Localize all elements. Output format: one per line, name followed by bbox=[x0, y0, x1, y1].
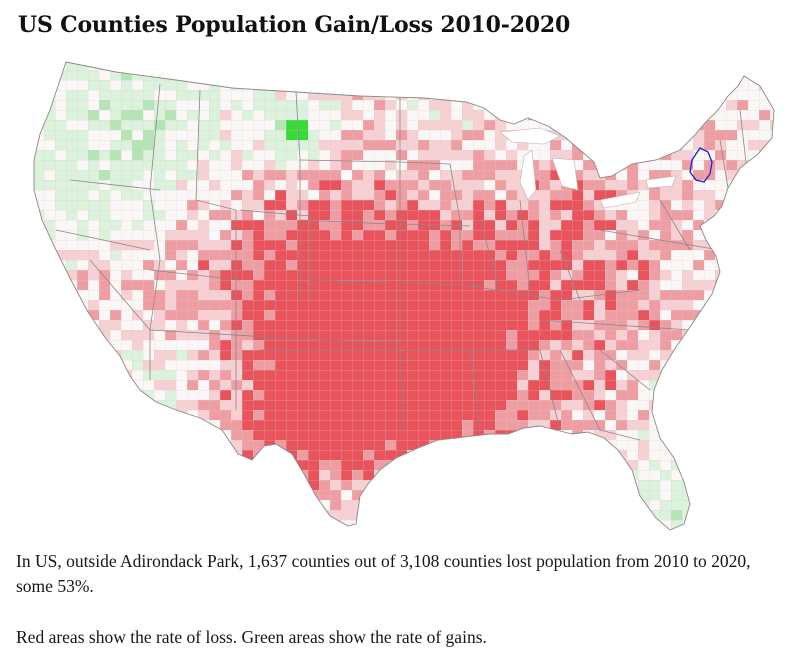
us-outline bbox=[33, 61, 775, 531]
caption-legend-note: Red areas show the rate of loss. Green a… bbox=[16, 627, 487, 647]
choropleth-map bbox=[0, 50, 800, 550]
adirondack-park-outline bbox=[689, 147, 713, 183]
great-lakes bbox=[499, 127, 677, 209]
caption-summary: In US, outside Adirondack Park, 1,637 co… bbox=[16, 551, 751, 596]
page-title: US Counties Population Gain/Loss 2010-20… bbox=[18, 12, 571, 38]
state-borders bbox=[55, 83, 749, 441]
